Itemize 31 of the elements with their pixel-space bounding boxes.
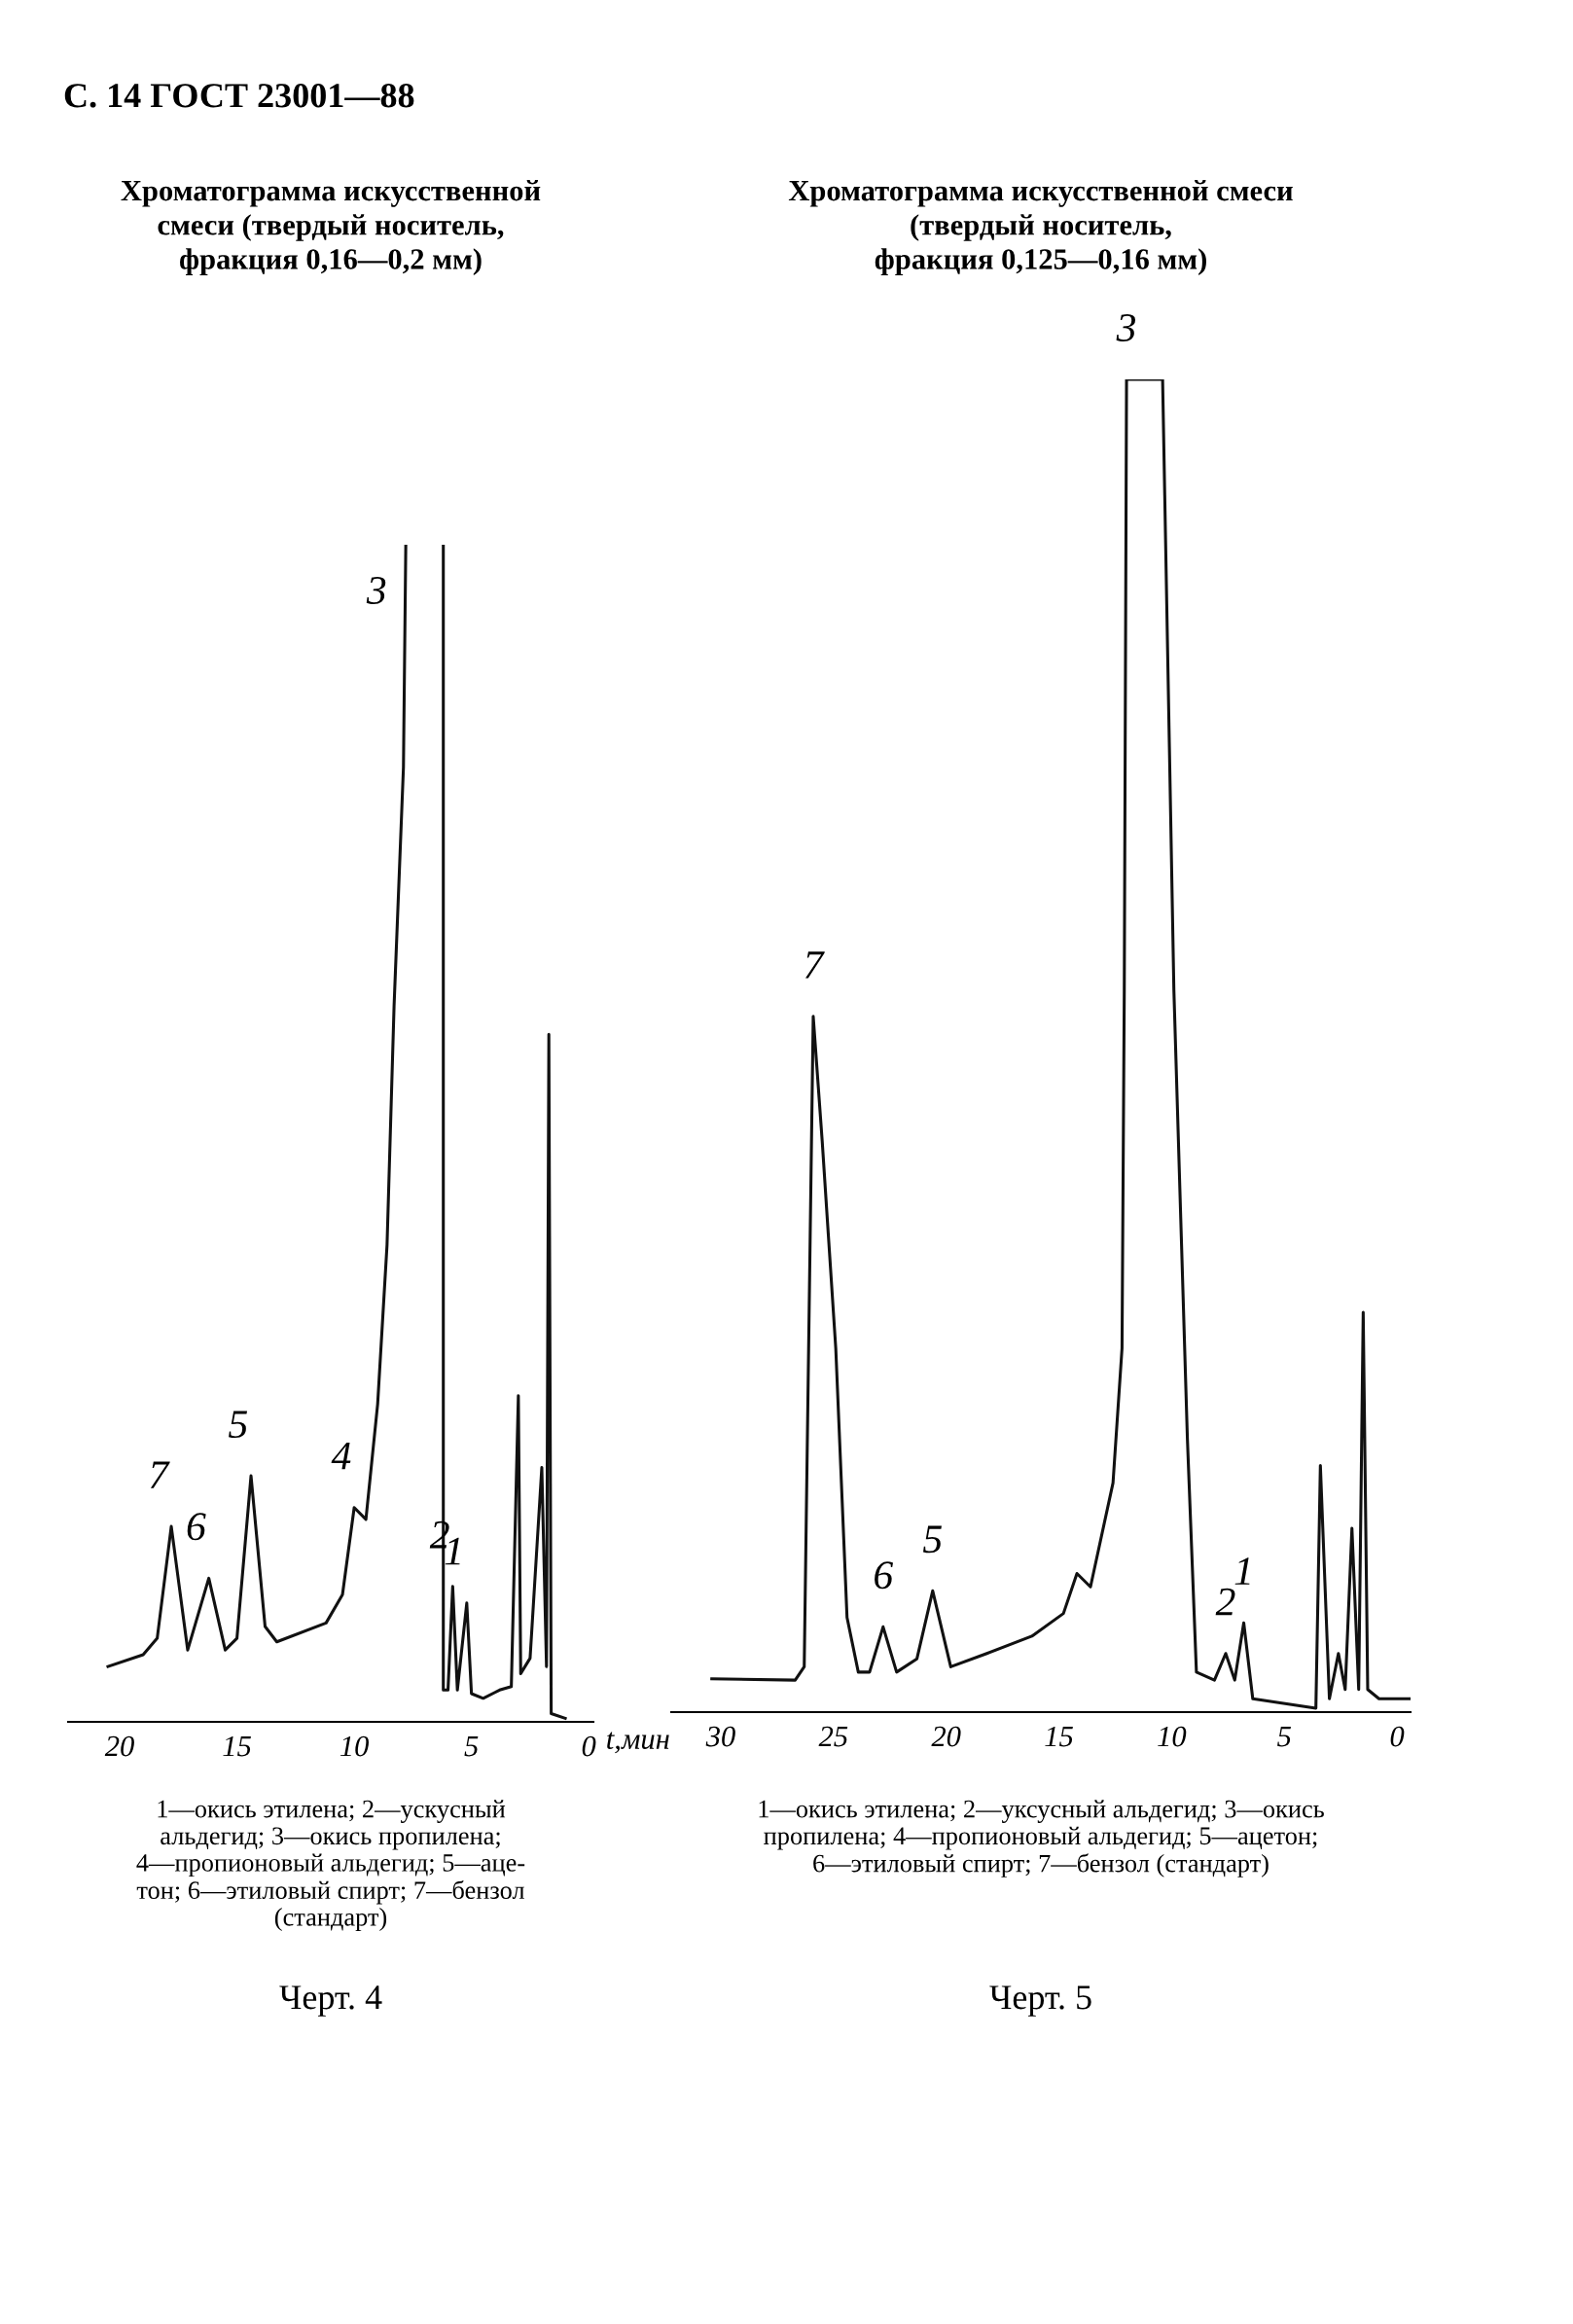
x-tick-label: 20 — [931, 1726, 961, 1747]
x-tick-label: 25 — [818, 1726, 848, 1747]
x-tick-label: 10 — [1158, 1726, 1187, 1747]
x-tick-label: 10 — [340, 1735, 369, 1757]
annotation: 2 — [1215, 1588, 1235, 1616]
annotation: 7 — [805, 951, 825, 979]
annotation: 3 — [366, 576, 386, 604]
annotation: 4 — [331, 1442, 351, 1470]
chart-title: Хроматограмма искусственной смеси (твердый носитель, фракция 0,16—0,2 мм) — [121, 180, 541, 275]
x-tick-label: 0 — [582, 1735, 596, 1757]
x-tick-label: 5 — [1277, 1727, 1291, 1747]
text: Черт. 5 — [989, 1985, 1091, 2017]
text: 1—окись этилена; 2—уксусный альдегид; 3—окись пропилена; 4—пропионовый альдегид; 5—ацетон; 6—этиловый спирт; 7—бензол (стандарт) — [759, 1800, 1324, 1877]
x-tick-label: 5 — [464, 1736, 479, 1757]
x-tick-label: 20 — [104, 1735, 134, 1757]
x-tick-label: 30 — [705, 1726, 735, 1747]
chart-title: Хроматограмма искусственной смеси (твердый носитель, фракция 0,125—0,16 мм) — [788, 180, 1293, 275]
text: С. 14 ГОСТ 23001—88 — [64, 84, 414, 108]
x-tick-label: 15 — [223, 1735, 251, 1757]
text: 1—окись этилена; 2—ускусный альдегид; 3—окись пропилена; 4—пропионовый альдегид; 5—аце- тон; 6—этиловый спирт; 7—бензол (стандарт) — [136, 1800, 525, 1931]
x-tick-label: 15 — [1045, 1726, 1073, 1747]
annotation: 3 — [1116, 313, 1136, 341]
annotation: 5 — [229, 1411, 248, 1439]
text: Черт. 4 — [279, 1985, 382, 2017]
x-tick-label: 0 — [1390, 1726, 1405, 1747]
annotation: 6 — [875, 1561, 894, 1590]
annotation: 6 — [187, 1513, 206, 1541]
annotation: 7 — [150, 1461, 170, 1488]
x-axis-title: t,мин — [607, 1732, 669, 1754]
annotation: 5 — [923, 1525, 942, 1554]
annotation: 1 — [1234, 1557, 1250, 1585]
